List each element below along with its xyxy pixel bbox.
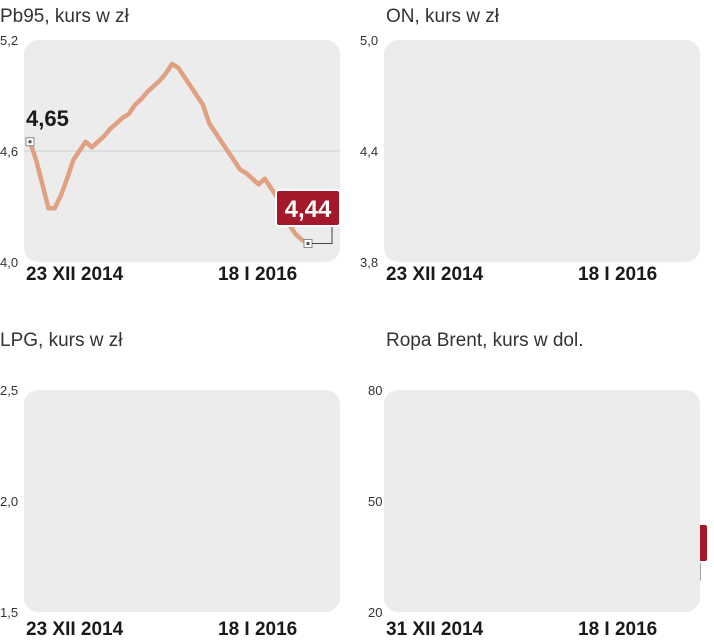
y-tick-label: 50 [368,494,382,509]
y-tick-label: 2,0 [0,494,18,509]
x-end-label: 18 I 2016 [578,264,657,285]
start-point-dot [28,140,32,144]
y-tick-label: 5,2 [0,33,18,48]
series-line [27,61,311,246]
y-tick-label: 4,6 [0,144,18,159]
y-tick-label: 3,8 [360,255,378,270]
x-start-label: 23 XII 2014 [26,619,124,640]
x-start-label: 31 XII 2014 [386,619,484,640]
x-end-label: 18 I 2016 [578,619,657,640]
plot-area [24,390,340,612]
y-tick-label: 2,5 [0,383,18,398]
y-tick-label: 4,0 [0,255,18,270]
x-end-label: 18 I 2016 [218,264,297,285]
end-value-badge [275,189,341,227]
chart-title: LPG, kurs w zł [0,330,123,351]
end-connector [312,226,333,244]
y-tick-label: 4,4 [360,144,378,159]
y-tick-label: 1,5 [0,605,18,620]
plot-area [384,390,700,612]
y-tick-label: 5,0 [360,33,378,48]
end-value-label: 4,44 [285,196,332,223]
end-point-dot [306,242,310,245]
chart-title: ON, kurs w zł [386,6,499,27]
plot-area [384,40,700,262]
chart-title: Ropa Brent, kurs w dol. [386,330,584,351]
x-start-label: 23 XII 2014 [26,264,124,285]
start-value-label: 4,65 [26,106,69,131]
y-tick-label: 80 [368,383,382,398]
chart-title: Pb95, kurs w zł [0,6,129,27]
x-start-label: 23 XII 2014 [386,264,484,285]
x-end-label: 18 I 2016 [218,619,297,640]
y-tick-label: 20 [368,605,382,620]
